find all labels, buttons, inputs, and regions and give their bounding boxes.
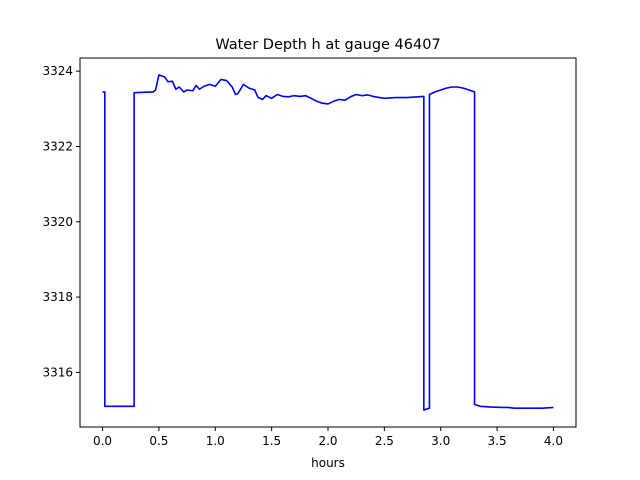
y-tick-label: 3316: [42, 365, 73, 379]
x-axis-label: hours: [311, 456, 345, 470]
y-tick-label: 3322: [42, 139, 73, 153]
x-tick-label: 2.5: [375, 434, 394, 448]
series-layer: [102, 74, 554, 411]
x-tick-label: 1.5: [262, 434, 281, 448]
y-axis: 3316 3318 3320 3322 3324: [42, 64, 80, 379]
x-tick-label: 0.5: [149, 434, 168, 448]
y-tick-label: 3320: [42, 215, 73, 229]
chart-title: Water Depth h at gauge 46407: [215, 37, 440, 53]
x-tick-label: 3.0: [431, 434, 450, 448]
y-tick-label: 3318: [42, 290, 73, 304]
x-tick-label: 2.0: [318, 434, 337, 448]
x-tick-label: 3.5: [488, 434, 507, 448]
y-tick-label: 3324: [42, 64, 73, 78]
series-line-0: [102, 74, 554, 411]
x-tick-label: 1.0: [206, 434, 225, 448]
x-axis: 0.0 0.5 1.0 1.5 2.0 2.5 3.0 3.5 4.0: [93, 427, 563, 448]
x-tick-label: 0.0: [93, 434, 112, 448]
x-tick-label: 4.0: [544, 434, 563, 448]
